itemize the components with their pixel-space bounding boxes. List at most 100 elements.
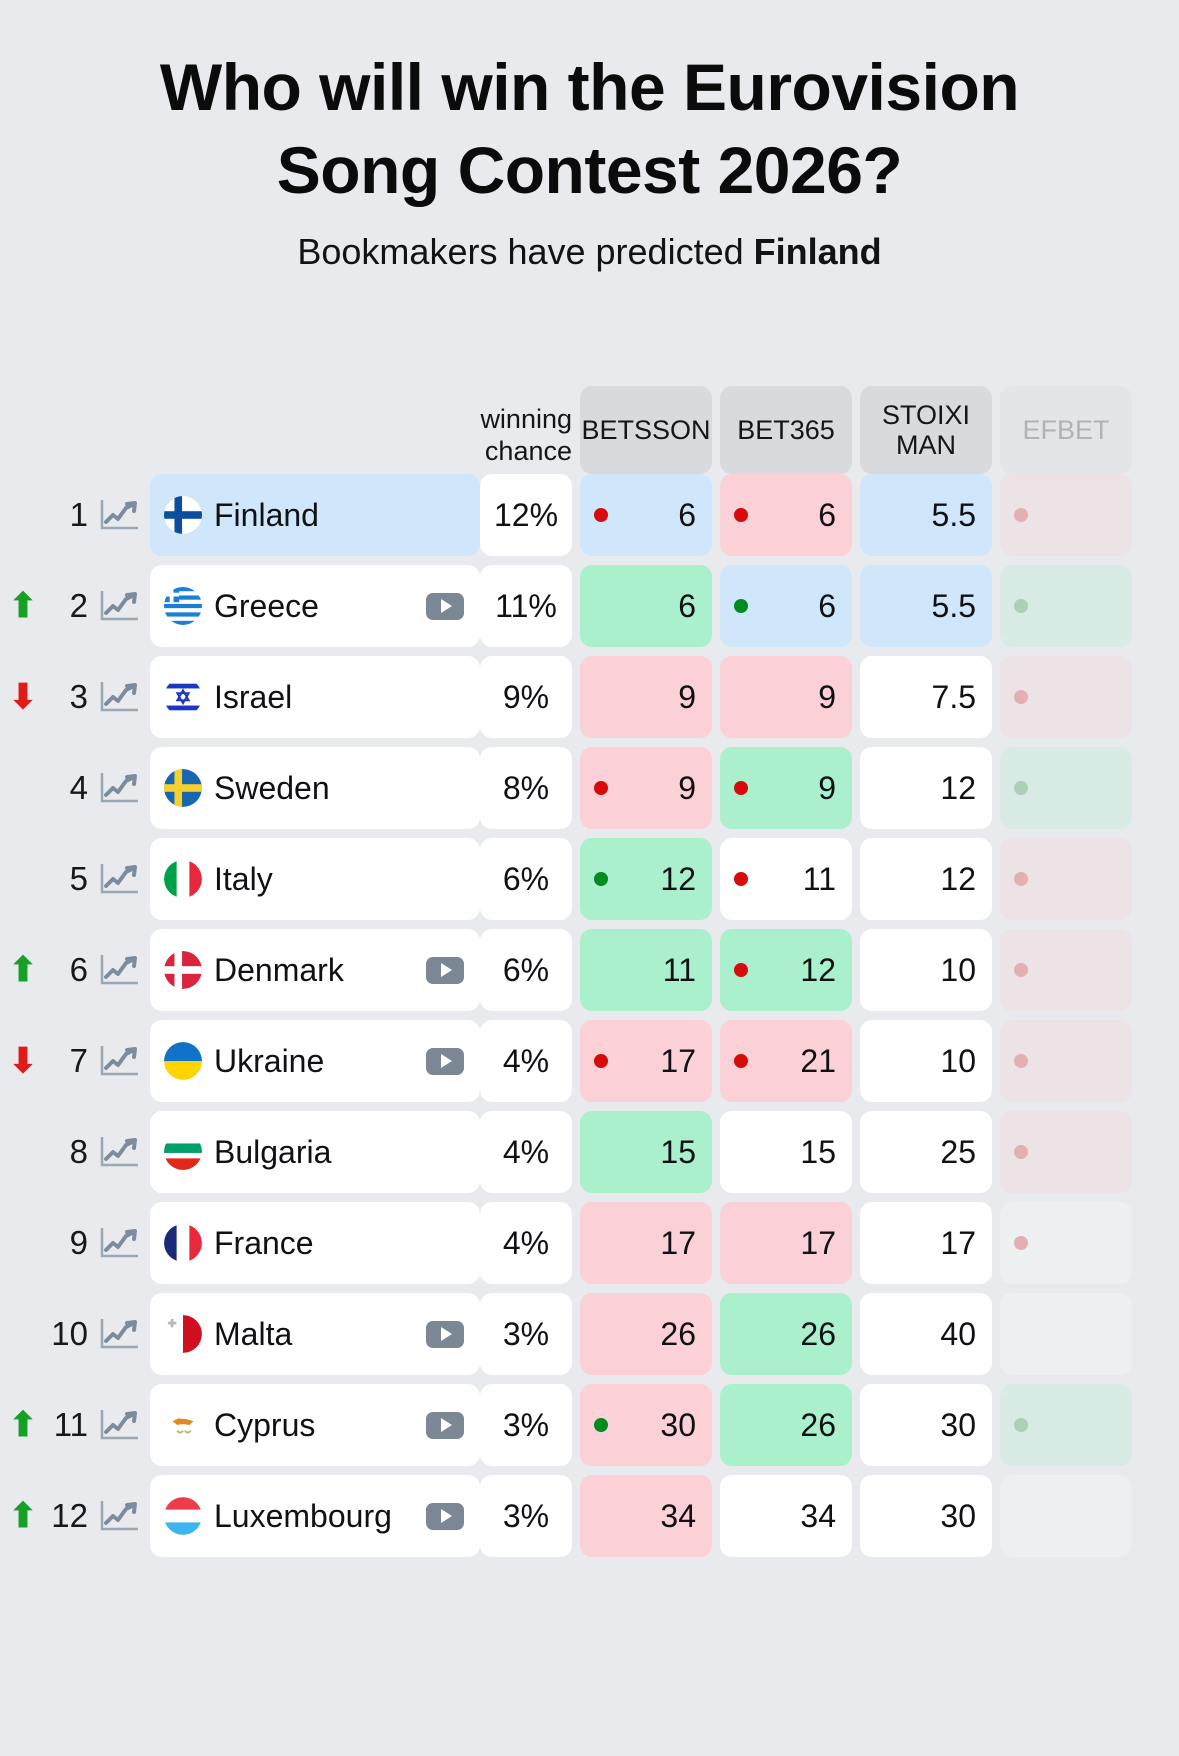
odds-cell-betsson[interactable]: 6 bbox=[580, 565, 712, 647]
table-row[interactable]: 9 France 4% 17 17 17 bbox=[0, 1202, 1179, 1284]
trend-chart-icon[interactable] bbox=[98, 1316, 142, 1352]
trend-chart-icon[interactable] bbox=[98, 770, 142, 806]
odds-down-dot-icon bbox=[734, 872, 748, 886]
country-cell[interactable]: Cyprus bbox=[150, 1384, 480, 1466]
odds-cell-betsson[interactable]: 6 bbox=[580, 474, 712, 556]
odds-cell-bet365[interactable]: 12 bbox=[720, 929, 852, 1011]
odds-cell-stoiximan[interactable]: 5.5 bbox=[860, 474, 992, 556]
odds-cell-stoiximan[interactable]: 10 bbox=[860, 1020, 992, 1102]
odds-cell-bet365[interactable]: 21 bbox=[720, 1020, 852, 1102]
bookmaker-header-efbet[interactable]: EFBET bbox=[1000, 386, 1132, 474]
odds-cell-bet365[interactable]: 26 bbox=[720, 1384, 852, 1466]
country-cell[interactable]: Finland bbox=[150, 474, 480, 556]
table-row[interactable]: ⬆ 11 Cyprus 3% 30 26 30 bbox=[0, 1384, 1179, 1466]
trend-chart-icon[interactable] bbox=[98, 1225, 142, 1261]
bookmaker-header-bet365[interactable]: BET365 bbox=[720, 386, 852, 474]
country-cell[interactable]: Denmark bbox=[150, 929, 480, 1011]
winning-chance-cell: 12% bbox=[480, 474, 572, 556]
odds-cell-bet365[interactable]: 34 bbox=[720, 1475, 852, 1557]
trend-chart-icon[interactable] bbox=[98, 952, 142, 988]
odds-cell-efbet[interactable] bbox=[1000, 1475, 1132, 1557]
country-cell[interactable]: Bulgaria bbox=[150, 1111, 480, 1193]
play-video-icon[interactable] bbox=[426, 592, 464, 620]
odds-cell-betsson[interactable]: 9 bbox=[580, 747, 712, 829]
odds-cell-efbet[interactable] bbox=[1000, 929, 1132, 1011]
odds-cell-efbet[interactable] bbox=[1000, 747, 1132, 829]
trend-chart-icon[interactable] bbox=[98, 588, 142, 624]
odds-cell-stoiximan[interactable]: 12 bbox=[860, 838, 992, 920]
odds-cell-stoiximan[interactable]: 25 bbox=[860, 1111, 992, 1193]
odds-cell-betsson[interactable]: 30 bbox=[580, 1384, 712, 1466]
trend-chart-icon[interactable] bbox=[98, 861, 142, 897]
odds-down-dot-icon bbox=[594, 1054, 608, 1068]
odds-up-dot-icon bbox=[1014, 1418, 1028, 1432]
trend-chart-icon[interactable] bbox=[98, 1134, 142, 1170]
country-cell[interactable]: Greece bbox=[150, 565, 480, 647]
odds-cell-bet365[interactable]: 9 bbox=[720, 747, 852, 829]
play-video-icon[interactable] bbox=[426, 1320, 464, 1348]
odds-cell-betsson[interactable]: 9 bbox=[580, 656, 712, 738]
odds-cell-efbet[interactable] bbox=[1000, 1111, 1132, 1193]
table-row[interactable]: ⬆ 12 Luxembourg 3% 34 34 30 bbox=[0, 1475, 1179, 1557]
odds-cell-bet365[interactable]: 26 bbox=[720, 1293, 852, 1375]
odds-cell-betsson[interactable]: 34 bbox=[580, 1475, 712, 1557]
table-row[interactable]: 1 Finland 12% 6 6 5.5 bbox=[0, 474, 1179, 556]
table-row[interactable]: 10 Malta 3% 26 26 40 bbox=[0, 1293, 1179, 1375]
odds-cell-bet365[interactable]: 15 bbox=[720, 1111, 852, 1193]
odds-cell-bet365[interactable]: 6 bbox=[720, 565, 852, 647]
odds-cell-betsson[interactable]: 17 bbox=[580, 1020, 712, 1102]
country-cell[interactable]: Sweden bbox=[150, 747, 480, 829]
odds-cell-efbet[interactable] bbox=[1000, 656, 1132, 738]
table-row[interactable]: ⬇ 7 Ukraine 4% 17 21 10 bbox=[0, 1020, 1179, 1102]
odds-cell-efbet[interactable] bbox=[1000, 565, 1132, 647]
odds-cell-efbet[interactable] bbox=[1000, 1384, 1132, 1466]
odds-cell-bet365[interactable]: 6 bbox=[720, 474, 852, 556]
trend-chart-icon[interactable] bbox=[98, 497, 142, 533]
country-cell[interactable]: Israel bbox=[150, 656, 480, 738]
odds-cell-stoiximan[interactable]: 7.5 bbox=[860, 656, 992, 738]
odds-down-dot-icon bbox=[1014, 508, 1028, 522]
country-cell[interactable]: Italy bbox=[150, 838, 480, 920]
odds-cell-bet365[interactable]: 9 bbox=[720, 656, 852, 738]
play-video-icon[interactable] bbox=[426, 956, 464, 984]
odds-cell-efbet[interactable] bbox=[1000, 474, 1132, 556]
bookmaker-header-stoiximan[interactable]: STOIXI MAN bbox=[860, 386, 992, 474]
table-row[interactable]: ⬆ 6 Denmark 6% 11 12 10 bbox=[0, 929, 1179, 1011]
table-row[interactable]: 8 Bulgaria 4% 15 15 25 bbox=[0, 1111, 1179, 1193]
odds-cell-efbet[interactable] bbox=[1000, 838, 1132, 920]
odds-cell-betsson[interactable]: 17 bbox=[580, 1202, 712, 1284]
odds-cell-betsson[interactable]: 12 bbox=[580, 838, 712, 920]
country-cell[interactable]: Malta bbox=[150, 1293, 480, 1375]
odds-cell-stoiximan[interactable]: 30 bbox=[860, 1384, 992, 1466]
country-cell[interactable]: Luxembourg bbox=[150, 1475, 480, 1557]
table-row[interactable]: ⬇ 3 Israel 9% 9 9 7.5 bbox=[0, 656, 1179, 738]
table-row[interactable]: 5 Italy 6% 12 11 12 bbox=[0, 838, 1179, 920]
odds-cell-stoiximan[interactable]: 10 bbox=[860, 929, 992, 1011]
odds-cell-efbet[interactable] bbox=[1000, 1020, 1132, 1102]
odds-cell-efbet[interactable] bbox=[1000, 1202, 1132, 1284]
table-row[interactable]: 4 Sweden 8% 9 9 12 bbox=[0, 747, 1179, 829]
odds-cell-bet365[interactable]: 17 bbox=[720, 1202, 852, 1284]
odds-cell-betsson[interactable]: 15 bbox=[580, 1111, 712, 1193]
country-cell[interactable]: Ukraine bbox=[150, 1020, 480, 1102]
bookmaker-header-label: BETSSON bbox=[581, 414, 711, 445]
trend-chart-icon[interactable] bbox=[98, 679, 142, 715]
bookmaker-header-betsson[interactable]: BETSSON bbox=[580, 386, 712, 474]
odds-cell-betsson[interactable]: 26 bbox=[580, 1293, 712, 1375]
table-row[interactable]: ⬆ 2 Greece 11% 6 6 5.5 bbox=[0, 565, 1179, 647]
odds-cell-efbet[interactable] bbox=[1000, 1293, 1132, 1375]
play-video-icon[interactable] bbox=[426, 1047, 464, 1075]
trend-chart-icon[interactable] bbox=[98, 1407, 142, 1443]
odds-cell-stoiximan[interactable]: 5.5 bbox=[860, 565, 992, 647]
play-video-icon[interactable] bbox=[426, 1502, 464, 1530]
odds-cell-stoiximan[interactable]: 30 bbox=[860, 1475, 992, 1557]
trend-chart-icon[interactable] bbox=[98, 1043, 142, 1079]
country-cell[interactable]: France bbox=[150, 1202, 480, 1284]
odds-cell-stoiximan[interactable]: 40 bbox=[860, 1293, 992, 1375]
odds-cell-stoiximan[interactable]: 12 bbox=[860, 747, 992, 829]
odds-cell-bet365[interactable]: 11 bbox=[720, 838, 852, 920]
odds-cell-betsson[interactable]: 11 bbox=[580, 929, 712, 1011]
odds-cell-stoiximan[interactable]: 17 bbox=[860, 1202, 992, 1284]
trend-chart-icon[interactable] bbox=[98, 1498, 142, 1534]
play-video-icon[interactable] bbox=[426, 1411, 464, 1439]
